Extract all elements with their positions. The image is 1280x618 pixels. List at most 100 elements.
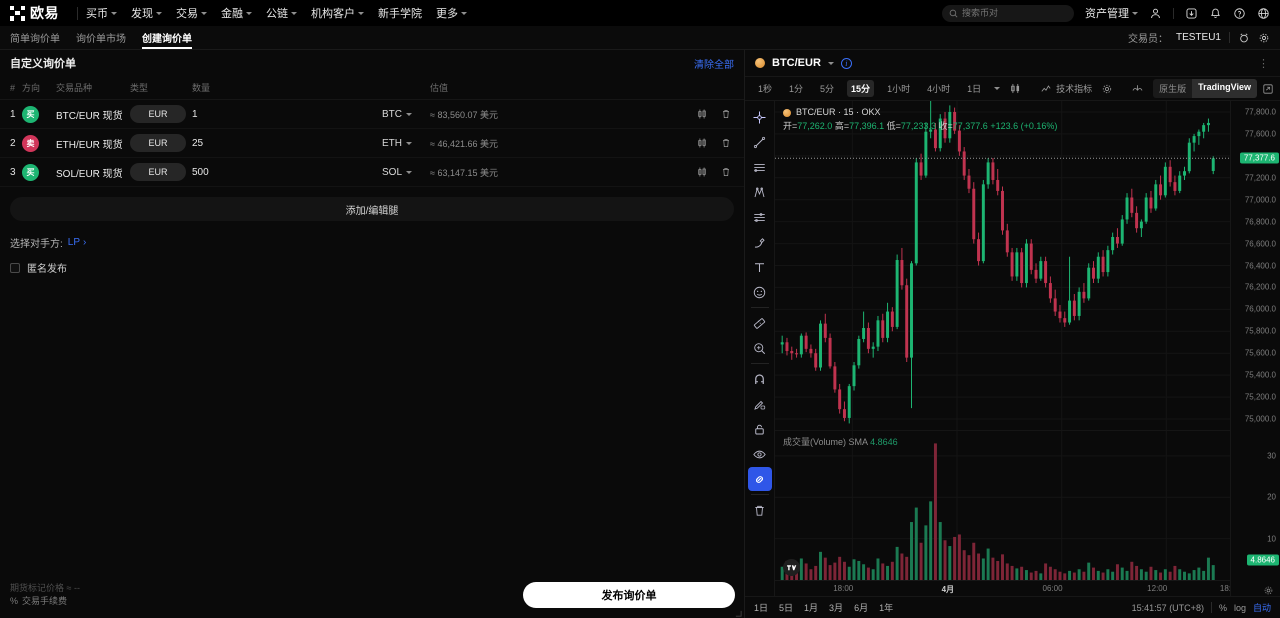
table-row[interactable]: 1 买 BTC/EUR 现货 › EUR: [0, 99, 744, 129]
bell-icon[interactable]: [1209, 7, 1222, 20]
indicators-button[interactable]: 技术指标: [1040, 82, 1092, 95]
candle-chart-icon[interactable]: [696, 166, 708, 178]
delete-row-icon[interactable]: [720, 108, 732, 120]
chart-settings-gear-icon[interactable]: [1101, 83, 1113, 95]
currency-select[interactable]: ETH: [382, 138, 412, 149]
fib-retracement-icon[interactable]: [748, 205, 772, 229]
text-tool-icon[interactable]: [748, 255, 772, 279]
crosshair-icon[interactable]: [748, 105, 772, 129]
row-direction-cell[interactable]: 卖: [22, 128, 56, 158]
delete-row-icon[interactable]: [720, 166, 732, 178]
nav-item-discover[interactable]: 发现: [131, 5, 162, 21]
currency-select[interactable]: SOL: [382, 167, 413, 178]
clear-all-button[interactable]: 清除全部: [694, 59, 734, 71]
publish-rfq-button[interactable]: 发布询价单: [523, 582, 735, 608]
type-pill[interactable]: EUR: [130, 105, 186, 123]
direction-badge-buy[interactable]: 买: [22, 163, 39, 181]
range-1m[interactable]: 1月: [804, 603, 819, 613]
help-icon[interactable]: [1233, 7, 1246, 20]
time-axis[interactable]: 18:00 4月 06:00 12:00 18:: [775, 580, 1231, 596]
timeframe-1d[interactable]: 1日: [967, 84, 982, 94]
nav-item-chain[interactable]: 公链: [266, 5, 297, 21]
add-edit-leg-button[interactable]: 添加/编辑腿: [10, 197, 734, 221]
ruler-icon[interactable]: [748, 311, 772, 335]
row-currency-cell[interactable]: SOL: [382, 157, 430, 187]
brush-icon[interactable]: [748, 230, 772, 254]
nav-item-institutional[interactable]: 机构客户: [311, 5, 364, 21]
fullscreen-icon[interactable]: [1262, 83, 1274, 95]
download-icon[interactable]: [1185, 7, 1198, 20]
panel-menu-icon[interactable]: ⋮: [1258, 57, 1270, 70]
range-1d[interactable]: 1日: [754, 603, 769, 613]
trend-line-icon[interactable]: [748, 130, 772, 154]
tradingview-logo-icon[interactable]: [783, 559, 800, 576]
row-type-cell[interactable]: EUR: [130, 99, 192, 129]
emoji-icon[interactable]: [748, 280, 772, 304]
tab-rfq-market[interactable]: 询价单市场: [76, 34, 126, 45]
search-box[interactable]: [942, 4, 1074, 22]
range-6m[interactable]: 6月: [854, 603, 869, 613]
row-symbol-expand[interactable]: ›: [93, 128, 130, 158]
nav-item-more[interactable]: 更多: [436, 5, 467, 21]
row-symbol[interactable]: ETH/EUR 现货: [56, 128, 123, 158]
quantity-input[interactable]: 500: [192, 166, 209, 178]
info-icon[interactable]: i: [840, 57, 852, 69]
direction-badge-buy[interactable]: 买: [22, 105, 39, 123]
nav-item-asset-management[interactable]: 资产管理: [1085, 5, 1138, 21]
chevron-down-icon[interactable]: [994, 87, 1001, 90]
nav-item-finance[interactable]: 金融: [221, 5, 252, 21]
quantity-input[interactable]: 25: [192, 137, 204, 149]
scale-auto-toggle[interactable]: 自动: [1252, 603, 1271, 613]
tab-create-rfq[interactable]: 创建询价单: [142, 26, 192, 49]
candle-chart-icon[interactable]: [696, 137, 708, 149]
timeframe-1s[interactable]: 1秒: [758, 84, 773, 94]
timeframe-15m[interactable]: 15分: [847, 80, 875, 97]
row-quantity-cell[interactable]: 1: [192, 99, 382, 129]
alarm-icon[interactable]: [1238, 32, 1250, 44]
direction-badge-sell[interactable]: 卖: [22, 134, 39, 152]
range-1y[interactable]: 1年: [879, 603, 894, 613]
range-5d[interactable]: 5日: [779, 603, 794, 613]
nav-item-academy[interactable]: 新手学院: [378, 8, 422, 20]
type-pill[interactable]: EUR: [130, 163, 186, 181]
price-plot[interactable]: BTC/EUR · 15 · OKX 开=77,262.0 高=77,396.1…: [775, 101, 1230, 430]
type-pill[interactable]: EUR: [130, 134, 186, 152]
currency-select[interactable]: BTC: [382, 109, 412, 120]
pitchfork-icon[interactable]: [748, 180, 772, 204]
counterparty-value[interactable]: LP ›: [67, 237, 87, 248]
row-symbol-expand[interactable]: ›: [93, 99, 130, 129]
timeframe-1h[interactable]: 1小时: [887, 84, 911, 94]
row-symbol[interactable]: SOL/EUR 现货: [56, 157, 123, 187]
quantity-input[interactable]: 1: [192, 108, 198, 120]
row-currency-cell[interactable]: ETH: [382, 128, 430, 158]
pencil-lock-icon[interactable]: [748, 392, 772, 416]
okx-logo[interactable]: 欧易: [10, 3, 59, 23]
anonymous-publish-row[interactable]: 匿名发布: [0, 250, 744, 275]
timeframe-4h[interactable]: 4小时: [927, 84, 951, 94]
row-quantity-cell[interactable]: 25: [192, 128, 382, 158]
magnet-icon[interactable]: [748, 367, 772, 391]
delete-row-icon[interactable]: [720, 137, 732, 149]
snapshot-icon[interactable]: [1131, 82, 1144, 95]
zoom-tool-icon[interactable]: [748, 336, 772, 360]
row-quantity-cell[interactable]: 500: [192, 157, 382, 187]
view-mode-native[interactable]: 原生版: [1153, 79, 1193, 98]
link-icon[interactable]: [747, 467, 772, 491]
globe-icon[interactable]: [1257, 7, 1270, 20]
row-direction-cell[interactable]: 买: [22, 157, 56, 187]
scale-log-toggle[interactable]: log: [1233, 602, 1246, 613]
user-icon[interactable]: [1149, 7, 1162, 20]
nav-item-buy-crypto[interactable]: 买币: [86, 5, 117, 21]
trash-icon[interactable]: [748, 498, 772, 522]
lock-icon[interactable]: [748, 417, 772, 441]
nav-item-trade[interactable]: 交易: [176, 5, 207, 21]
volume-plot[interactable]: 成交量(Volume) SMA 4.8646: [775, 430, 1230, 580]
eye-icon[interactable]: [748, 442, 772, 466]
candle-type-icon[interactable]: [1009, 82, 1022, 95]
resize-grip-icon[interactable]: [735, 610, 742, 617]
row-symbol[interactable]: BTC/EUR 现货: [56, 99, 123, 129]
table-row[interactable]: 2 卖 ETH/EUR 现货 › EUR: [0, 128, 744, 158]
horizontal-lines-icon[interactable]: [748, 155, 772, 179]
candle-chart-icon[interactable]: [696, 108, 708, 120]
axis-settings-gear-icon[interactable]: [1263, 585, 1274, 596]
